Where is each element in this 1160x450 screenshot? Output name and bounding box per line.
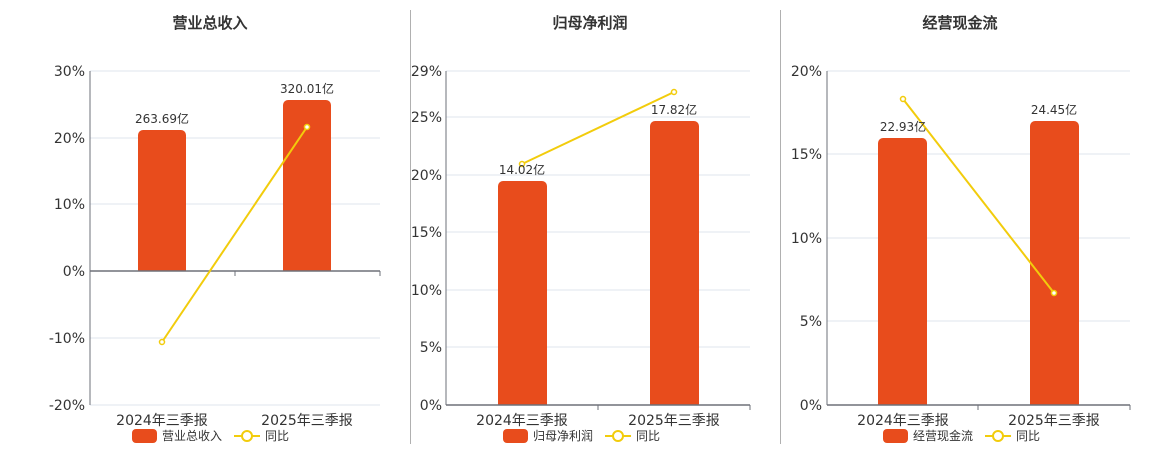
y-tick: 10% (411, 283, 442, 299)
panel-divider-1 (410, 10, 411, 444)
legend-line-icon[interactable] (234, 429, 261, 443)
legend-line-icon[interactable] (985, 429, 1012, 443)
legend-bar-label[interactable]: 营业总收入 (162, 429, 223, 443)
y-tick: 20% (411, 168, 442, 184)
y-tick: 29% (411, 64, 442, 80)
chart-panel-operating-cashflow: 经营现金流 20% 15% 10% 5% 0% 22.93亿 24.45亿 (780, 0, 1160, 450)
bar-value-label: 14.02亿 (499, 162, 545, 177)
legend-bar-swatch[interactable] (132, 428, 157, 443)
y-tick: 25% (411, 110, 442, 126)
chart-plot: 30% 20% 10% 0% -10% -20% 263.69亿 320.01亿… (49, 64, 381, 429)
x-tick: 2024年三季报 (857, 413, 949, 429)
chart-plot: 29% 25% 20% 15% 10% 5% 0% 14.02亿 17.82亿 … (411, 64, 751, 429)
y-tick: 0% (63, 264, 85, 280)
yoy-point-2025q3[interactable] (670, 88, 678, 96)
bar-value-label: 22.93亿 (880, 119, 926, 134)
bar-value-label: 320.01亿 (280, 81, 334, 96)
legend-bar-swatch[interactable] (883, 428, 908, 443)
chart-title: 营业总收入 (172, 14, 248, 32)
yoy-point-2024q3[interactable] (899, 95, 907, 103)
bar-value-label: 263.69亿 (135, 111, 189, 126)
y-tick: 30% (54, 64, 85, 80)
legend: 经营现金流 同比 (883, 427, 1040, 444)
chart-panel-net-profit: 归母净利润 29% 25% 20% 15% 10% 5% 0% (410, 0, 780, 450)
legend-bar-label[interactable]: 归母净利润 (533, 429, 594, 443)
legend-line-label[interactable]: 同比 (636, 429, 661, 443)
x-tick: 2025年三季报 (261, 413, 353, 429)
y-tick: 0% (420, 398, 442, 414)
yoy-point-2024q3[interactable] (518, 160, 526, 168)
x-tick: 2025年三季报 (628, 413, 720, 429)
legend: 归母净利润 同比 (503, 427, 660, 444)
yoy-point-2025q3[interactable] (1050, 289, 1058, 297)
chart-panel-revenue: 营业总收入 30% 20% 10% 0% -10% (0, 0, 410, 450)
x-tick: 2024年三季报 (116, 413, 208, 429)
legend-bar-label[interactable]: 经营现金流 (913, 429, 974, 443)
y-tick: 5% (420, 340, 442, 356)
chart-title: 经营现金流 (922, 14, 998, 32)
panel-divider-2 (780, 10, 781, 444)
x-tick: 2024年三季报 (476, 413, 568, 429)
bar-value-label: 17.82亿 (651, 102, 697, 117)
yoy-point-2024q3[interactable] (158, 338, 166, 346)
y-tick: 20% (791, 64, 822, 80)
x-tick: 2025年三季报 (1008, 413, 1100, 429)
chart-title: 归母净利润 (552, 14, 628, 32)
y-tick: 5% (800, 314, 822, 330)
chart-plot: 20% 15% 10% 5% 0% 22.93亿 24.45亿 2024年三季报… (791, 64, 1131, 429)
legend-line-label[interactable]: 同比 (1016, 429, 1041, 443)
y-tick: 15% (411, 225, 442, 241)
legend-line-label[interactable]: 同比 (265, 429, 290, 443)
legend: 营业总收入 同比 (132, 427, 289, 444)
legend-bar-swatch[interactable] (503, 428, 528, 443)
y-tick: -20% (49, 398, 85, 414)
bar-value-label: 24.45亿 (1031, 102, 1077, 117)
y-tick: 15% (791, 147, 822, 163)
y-tick: 10% (791, 231, 822, 247)
y-tick: 20% (54, 131, 85, 147)
legend-line-icon[interactable] (605, 429, 632, 443)
y-tick: -10% (49, 331, 85, 347)
y-tick: 0% (800, 398, 822, 414)
yoy-point-2025q3[interactable] (303, 123, 311, 131)
y-tick: 10% (54, 197, 85, 213)
